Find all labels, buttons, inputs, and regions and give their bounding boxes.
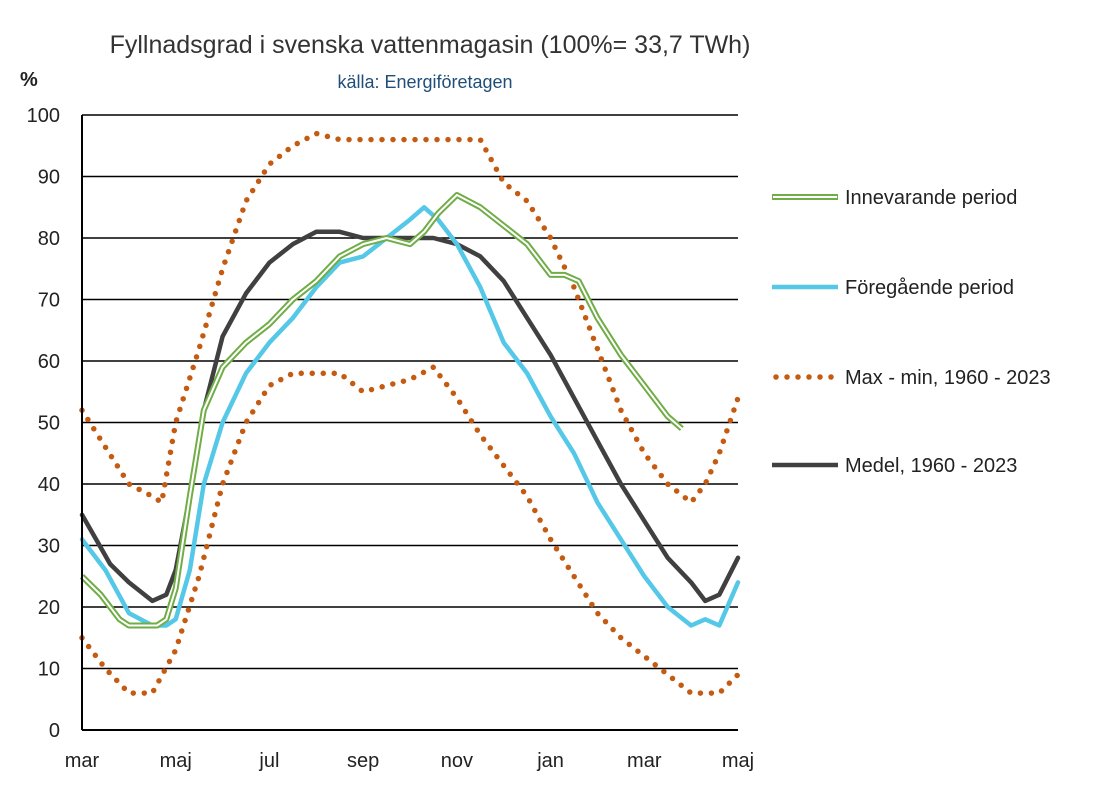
x-tick-label: mar bbox=[627, 750, 662, 772]
series-line-4 bbox=[79, 192, 684, 629]
y-tick-label: 10 bbox=[38, 659, 60, 681]
x-tick-label: maj bbox=[722, 750, 754, 772]
y-tick-label: 70 bbox=[38, 290, 60, 312]
series-line-4-outer bbox=[79, 192, 684, 629]
axes bbox=[81, 115, 738, 731]
y-tick-label: 30 bbox=[38, 536, 60, 558]
series-line-1 bbox=[79, 363, 741, 696]
legend-label: Innevarande period bbox=[845, 187, 1017, 209]
series-line-0 bbox=[79, 130, 741, 507]
y-tick-label: 20 bbox=[38, 597, 60, 619]
legend-label: Föregående period bbox=[845, 277, 1014, 299]
series-line-3 bbox=[79, 205, 741, 628]
legend-item: Max - min, 1960 - 2023 bbox=[773, 367, 1051, 389]
series-line-4-inner bbox=[81, 194, 683, 627]
chart-subtitle: källa: Energiföretagen bbox=[337, 72, 512, 92]
series-lines bbox=[79, 130, 741, 696]
y-tick-label: 0 bbox=[49, 720, 60, 742]
legend-item: Föregående period bbox=[772, 277, 1014, 299]
x-tick-label: sep bbox=[347, 750, 379, 772]
x-tick-label: nov bbox=[441, 750, 473, 772]
y-tick-label: 40 bbox=[38, 474, 60, 496]
legend-item: Medel, 1960 - 2023 bbox=[772, 455, 1017, 477]
y-axis-unit-label: % bbox=[20, 69, 38, 91]
x-tick-label: jan bbox=[536, 750, 564, 772]
y-tick-label: 90 bbox=[38, 167, 60, 189]
y-tick-labels: 0 10 20 30 40 50 60 70 80 90 100 bbox=[27, 105, 60, 742]
y-tick-label: 80 bbox=[38, 228, 60, 250]
y-tick-label: 100 bbox=[27, 105, 60, 127]
gridlines bbox=[82, 114, 738, 670]
x-tick-label: maj bbox=[160, 750, 192, 772]
y-tick-label: 50 bbox=[38, 413, 60, 435]
legend-label: Max - min, 1960 - 2023 bbox=[845, 367, 1051, 389]
x-tick-labels: mar maj jul sep nov jan mar maj bbox=[65, 750, 754, 772]
x-tick-label: jul bbox=[258, 750, 279, 772]
y-tick-label: 60 bbox=[38, 351, 60, 373]
x-tick-label: mar bbox=[65, 750, 100, 772]
legend-item: Innevarande period bbox=[772, 187, 1017, 209]
legend-label: Medel, 1960 - 2023 bbox=[845, 455, 1017, 477]
legend: Innevarande period Föregående period Max -… bbox=[772, 187, 1051, 477]
chart-title: Fyllnadsgrad i svenska vattenmagasin (10… bbox=[110, 31, 751, 59]
